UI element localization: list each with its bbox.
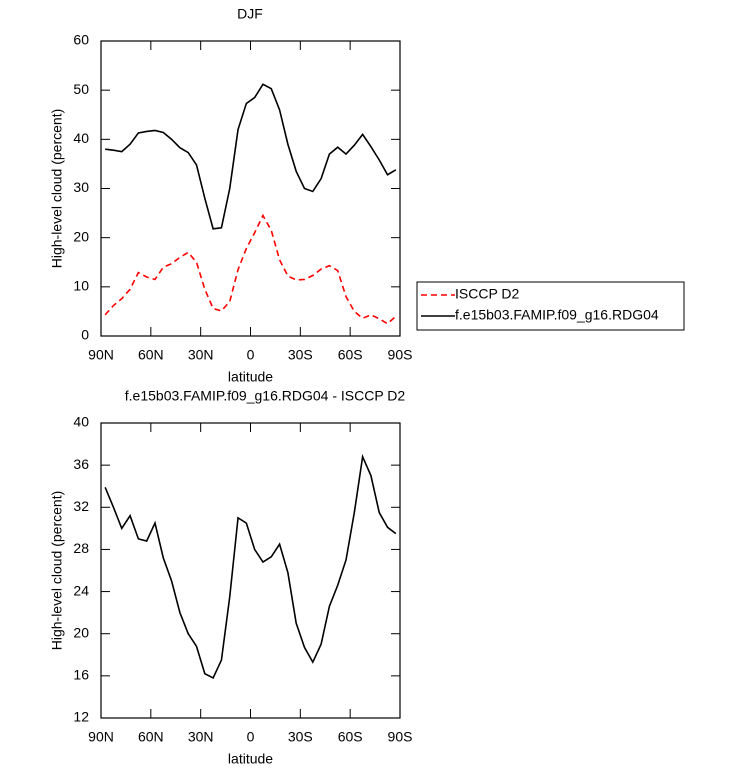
plot-frame bbox=[100, 40, 401, 337]
x-tick-label: 0 bbox=[247, 347, 255, 363]
data-line bbox=[104, 453, 397, 680]
y-tick-label: 40 bbox=[73, 130, 89, 146]
y-tick-label: 32 bbox=[73, 498, 89, 514]
y-axis-label: High-level cloud (percent) bbox=[49, 109, 65, 269]
chart-title: DJF bbox=[237, 6, 263, 22]
legend-label: ISCCP D2 bbox=[455, 286, 520, 302]
y-tick-label: 20 bbox=[73, 228, 89, 244]
x-tick-label: 90S bbox=[388, 347, 413, 363]
y-tick-label: 36 bbox=[73, 456, 89, 472]
plot-frame bbox=[100, 422, 401, 719]
x-tick-label: 60N bbox=[138, 347, 164, 363]
y-tick-label: 60 bbox=[73, 32, 89, 48]
y-tick-label: 50 bbox=[73, 81, 89, 97]
data-line bbox=[105, 83, 397, 230]
y-tick-label: 10 bbox=[73, 278, 89, 294]
y-tick-label: 20 bbox=[73, 624, 89, 640]
x-tick-label: 90N bbox=[88, 729, 114, 745]
x-tick-label: 30S bbox=[288, 347, 313, 363]
x-axis-label: latitude bbox=[228, 369, 273, 385]
x-tick-label: 60N bbox=[138, 729, 164, 745]
x-tick-label: 90N bbox=[88, 347, 114, 363]
x-tick-label: 0 bbox=[247, 729, 255, 745]
y-tick-label: 28 bbox=[73, 540, 89, 556]
y-tick-label: 0 bbox=[81, 327, 89, 343]
y-tick-label: 12 bbox=[73, 709, 89, 725]
x-tick-label: 30N bbox=[188, 729, 214, 745]
chart-title: f.e15b03.FAMIP.f09_g16.RDG04 - ISCCP D2 bbox=[125, 388, 406, 404]
x-tick-label: 30N bbox=[188, 347, 214, 363]
x-tick-label: 60S bbox=[338, 729, 363, 745]
y-tick-label: 16 bbox=[73, 667, 89, 683]
legend-label: f.e15b03.FAMIP.f09_g16.RDG04 bbox=[455, 307, 659, 323]
y-tick-label: 30 bbox=[73, 179, 89, 195]
y-axis-label: High-level cloud (percent) bbox=[49, 491, 65, 651]
y-tick-label: 40 bbox=[73, 414, 89, 430]
x-tick-label: 30S bbox=[288, 729, 313, 745]
x-tick-label: 60S bbox=[338, 347, 363, 363]
x-tick-label: 90S bbox=[388, 729, 413, 745]
data-line bbox=[104, 213, 397, 325]
x-axis-label: latitude bbox=[228, 751, 273, 767]
y-tick-label: 24 bbox=[73, 582, 89, 598]
legend-box bbox=[416, 281, 685, 331]
